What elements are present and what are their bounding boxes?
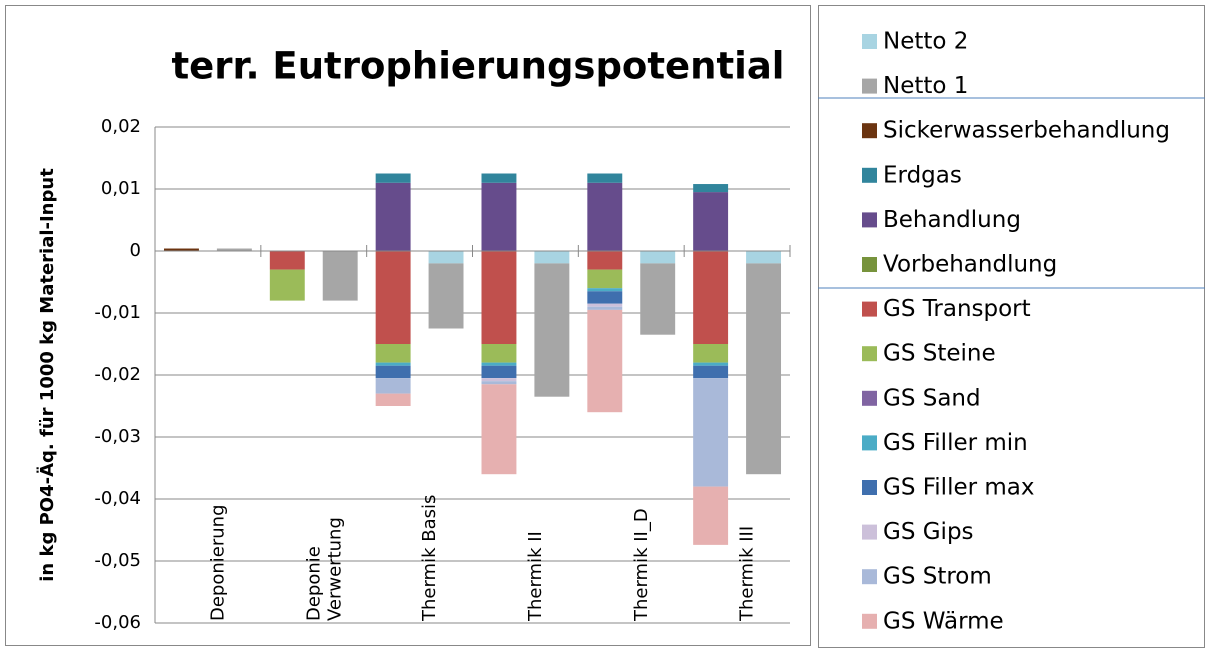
legend-swatch (862, 212, 877, 228)
legend-frame (818, 5, 1205, 648)
bar-segment (481, 173, 517, 183)
y-tick-label: -0,05 (94, 550, 141, 571)
bar-segment (375, 344, 411, 363)
legend-swatch (862, 167, 877, 183)
legend-label: Behandlung (883, 207, 1021, 233)
bar-segment (428, 263, 464, 329)
bar-segment (693, 362, 729, 366)
legend-label: GS Gips (883, 519, 974, 545)
y-tick-label: -0,04 (94, 488, 141, 509)
bar-segment (375, 393, 411, 406)
legend-swatch (862, 569, 877, 585)
bar-segment (163, 248, 199, 251)
bar-segment (587, 251, 623, 270)
legend-label: Netto 2 (883, 29, 968, 55)
bar-segment (587, 288, 623, 292)
legend-label: Erdgas (883, 162, 962, 188)
x-tick-label: Thermik Basis (419, 495, 440, 622)
y-tick-label: -0,01 (94, 302, 141, 323)
y-tick-label: 0,02 (101, 116, 141, 137)
bar-segment (428, 251, 464, 264)
bar-segment (375, 251, 411, 344)
bar-segment (587, 303, 623, 307)
legend-label: GS Filler max (883, 475, 1035, 501)
legend-swatch (862, 524, 877, 540)
y-axis-label: in kg PO4-Äq. für 1000 kg Material-Input (36, 168, 58, 582)
bar-segment (693, 486, 729, 545)
bar-segment (693, 184, 729, 193)
bar-segment (534, 251, 570, 264)
bar-segment (481, 182, 517, 251)
y-tick-label: 0,01 (101, 178, 141, 199)
chart-title: terr. Eutrophierungspotential (172, 45, 785, 88)
legend-swatch (862, 613, 877, 629)
bar-segment (481, 251, 517, 344)
bar-segment (375, 182, 411, 251)
bar-segment (693, 192, 729, 251)
x-tick-label: Deponierung (208, 505, 229, 622)
x-tick-label: Thermik II (525, 531, 546, 622)
bar-segment (269, 269, 305, 301)
legend-label: GS Steine (883, 341, 996, 367)
legend-label: Vorbehandlung (883, 252, 1057, 278)
bar-segment (693, 365, 729, 379)
bar-segment (746, 251, 782, 264)
bar-segment (640, 251, 676, 264)
bar-segment (375, 365, 411, 379)
bar-segment (481, 384, 517, 475)
bar-segment (693, 378, 729, 487)
y-tick-label: 0 (130, 240, 141, 261)
bar-segment (481, 344, 517, 363)
legend-swatch (862, 34, 877, 49)
legend-swatch (862, 346, 877, 362)
y-tick-label: -0,02 (94, 364, 141, 385)
bar-segment (587, 309, 623, 413)
bar-segment (640, 263, 676, 335)
legend-swatch (862, 480, 877, 495)
bar-segment (375, 362, 411, 366)
legend-label: Sickerwasserbehandlung (883, 118, 1170, 144)
legend-swatch (862, 301, 877, 317)
legend-swatch (862, 390, 877, 406)
bar-segment (534, 263, 570, 397)
bar-segment (587, 306, 623, 310)
bar-segment (587, 182, 623, 251)
y-tick-label: -0,06 (94, 612, 141, 633)
bar-segment (481, 381, 517, 385)
legend-swatch (862, 123, 877, 139)
legend-swatch (862, 257, 877, 272)
bar-segment (693, 344, 729, 363)
legend-label: GS Sand (883, 385, 981, 411)
bar-segment (269, 251, 305, 270)
x-tick-label: DeponieVerwertung (303, 517, 345, 621)
bar-segment (481, 378, 517, 382)
bar-segment (693, 251, 729, 344)
legend-label: Netto 1 (883, 73, 968, 99)
bar-segment (746, 263, 782, 475)
y-tick-label: -0,03 (94, 426, 141, 447)
bar-segment (481, 362, 517, 366)
legend-label: GS Filler min (883, 430, 1028, 456)
legend-label: GS Wärme (883, 608, 1004, 634)
x-tick-label: Thermik III (737, 526, 758, 622)
bar-segment (587, 173, 623, 183)
bar-segment (481, 365, 517, 379)
bar-segment (587, 291, 623, 304)
legend-swatch (862, 435, 877, 451)
bar-segment (216, 248, 252, 251)
legend-label: GS Transport (883, 296, 1031, 322)
bar-segment (375, 378, 411, 394)
x-tick-label: Thermik II_D (631, 508, 652, 622)
legend-label: GS Strom (883, 564, 992, 590)
bar-segment (587, 269, 623, 289)
bar-segment (375, 173, 411, 183)
legend-swatch (862, 78, 877, 94)
bar-segment (322, 251, 358, 301)
